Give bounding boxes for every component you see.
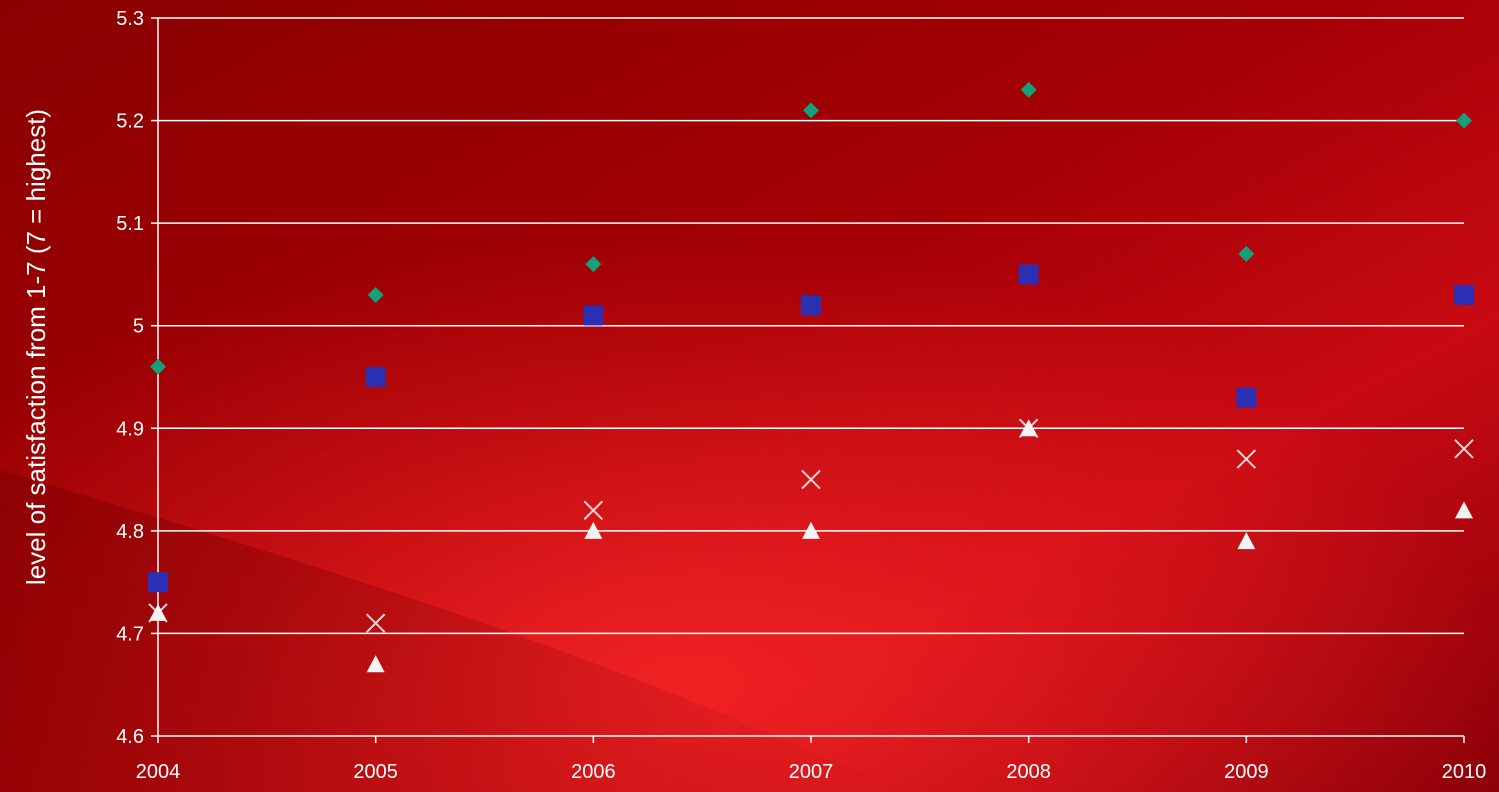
x-tick-label: 2004 bbox=[136, 761, 181, 783]
data-point-triangle bbox=[149, 603, 167, 621]
data-point-square bbox=[1454, 284, 1474, 305]
data-point-cross bbox=[365, 613, 386, 633]
data-point-triangle bbox=[1019, 419, 1038, 437]
x-tick-label: 2006 bbox=[571, 761, 616, 783]
x-tick-label: 2005 bbox=[353, 761, 398, 783]
data-point-square bbox=[1236, 387, 1257, 408]
x-tick-label: 2009 bbox=[1224, 761, 1269, 783]
data-point-triangle bbox=[802, 521, 820, 539]
y-tick-label: 5.1 bbox=[116, 213, 144, 235]
data-point-cross bbox=[801, 469, 821, 490]
y-tick-label: 4.9 bbox=[116, 418, 144, 440]
data-point-diamond bbox=[1456, 112, 1472, 129]
data-point-cross bbox=[1454, 439, 1474, 459]
y-tick-label: 5 bbox=[133, 316, 144, 338]
y-tick-label: 5.3 bbox=[116, 8, 144, 30]
x-tick-label: 2008 bbox=[1006, 761, 1051, 783]
data-point-diamond bbox=[1238, 245, 1255, 262]
data-point-triangle bbox=[366, 655, 385, 673]
y-tick-label: 5.2 bbox=[116, 111, 144, 133]
data-point-diamond bbox=[150, 358, 166, 375]
x-tick-label: 2010 bbox=[1442, 761, 1487, 783]
data-point-diamond bbox=[1020, 81, 1037, 98]
data-point-diamond bbox=[803, 102, 819, 119]
series-diamond bbox=[150, 81, 1472, 375]
y-tick-label: 4.7 bbox=[116, 623, 144, 645]
y-tick-label: 4.6 bbox=[116, 726, 144, 748]
y-axis-label: level of satisfaction from 1-7 (7 = high… bbox=[21, 109, 51, 585]
data-point-cross bbox=[583, 500, 604, 521]
x-tick-label: 2007 bbox=[789, 761, 834, 783]
data-point-diamond bbox=[585, 256, 602, 273]
y-tick-label: 4.8 bbox=[116, 521, 144, 543]
data-point-square bbox=[365, 367, 386, 387]
data-point-cross bbox=[1236, 449, 1257, 469]
data-points bbox=[148, 81, 1474, 673]
data-point-square bbox=[801, 295, 821, 316]
data-point-triangle bbox=[1237, 532, 1256, 550]
background-swoosh bbox=[0, 470, 900, 792]
data-point-square bbox=[148, 572, 168, 593]
data-point-square bbox=[583, 305, 604, 326]
series-triangle bbox=[149, 419, 1473, 673]
data-point-triangle bbox=[1455, 501, 1473, 519]
data-point-triangle bbox=[584, 521, 603, 539]
data-point-diamond bbox=[367, 286, 384, 303]
data-point-square bbox=[1018, 264, 1039, 285]
tick-labels: 4.6 4.7 4.8 4.9 5 5.1 5.2 5.3 2004 2005 2006 2007 20… bbox=[116, 8, 1486, 783]
series-square bbox=[148, 264, 1474, 593]
